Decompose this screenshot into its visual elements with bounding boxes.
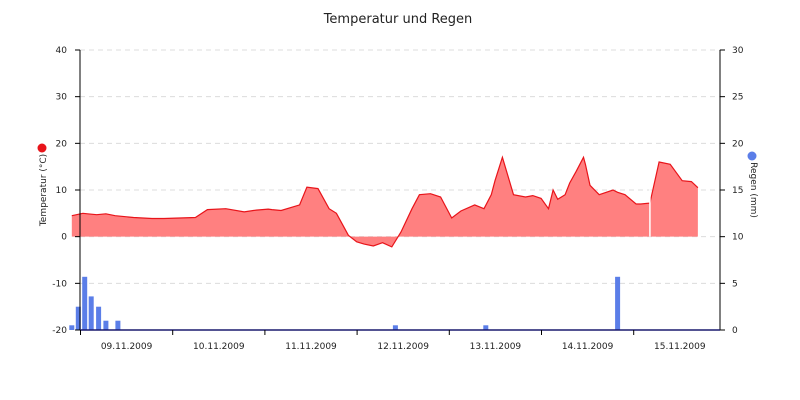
x-tick-label: 14.11.2009 [562, 342, 614, 352]
y-axis-right-title: Regen (mm) [748, 162, 758, 218]
x-tick-label: 09.11.2009 [101, 342, 153, 352]
rain-bar [82, 276, 88, 330]
rain-bar [483, 325, 489, 330]
rain-bar [69, 325, 75, 330]
y-left-tick-label: -10 [52, 279, 67, 289]
rain-bar [96, 306, 102, 330]
x-tick-label: 15.11.2009 [654, 342, 706, 352]
y-left-tick-label: 40 [56, 46, 68, 56]
y-left-tick-label: 10 [56, 186, 68, 196]
rain-bar [392, 325, 398, 330]
y-right-tick-label: 0 [732, 326, 738, 336]
y-left-tick-label: 0 [61, 233, 67, 243]
y-right-tick-label: 15 [732, 186, 743, 196]
rain-bar [75, 306, 81, 330]
temperature-area [71, 157, 698, 247]
y-right-tick-label: 25 [732, 93, 743, 103]
x-tick-label: 13.11.2009 [470, 342, 522, 352]
y-left-tick-label: 30 [56, 93, 68, 103]
y-right-tick-label: 30 [732, 46, 744, 56]
temperature-line [71, 155, 699, 248]
rain-bar [615, 276, 621, 330]
rain-bar [103, 320, 109, 330]
rain-bar [115, 320, 121, 330]
chart-title: Temperatur und Regen [323, 12, 473, 27]
rain-legend-marker [747, 151, 757, 161]
x-tick-label: 10.11.2009 [193, 342, 245, 352]
y-left-tick-label: -20 [52, 326, 67, 336]
y-left-tick-label: 20 [56, 139, 68, 149]
rain-bar [88, 296, 94, 330]
y-right-tick-label: 5 [732, 279, 738, 289]
x-tick-label: 11.11.2009 [285, 342, 337, 352]
y-right-tick-label: 10 [732, 233, 744, 243]
temperature-legend-marker [37, 143, 47, 153]
y-axis-left-title: Temperatur (°C) [39, 154, 49, 227]
x-tick-label: 12.11.2009 [377, 342, 429, 352]
y-right-tick-label: 20 [732, 139, 744, 149]
